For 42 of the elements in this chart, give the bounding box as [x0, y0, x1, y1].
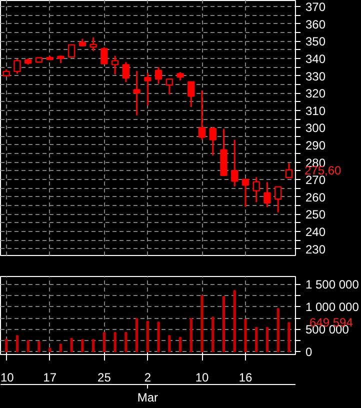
y-tick-label: 290 [306, 138, 326, 152]
candlestick [154, 66, 162, 84]
y-tick-label: 360 [306, 17, 326, 32]
y-tick-label: 1 000 000 [306, 300, 360, 314]
candlestick [252, 176, 260, 203]
y-tick-label: 1 500 000 [306, 277, 360, 292]
x-tick-label: 25 [98, 370, 112, 384]
y-tick-label: 250 [306, 208, 326, 222]
candlestick [285, 162, 293, 178]
y-tick-label: 230 [306, 242, 326, 256]
candlestick [209, 126, 216, 156]
y-tick-label: 260 [306, 190, 326, 204]
y-tick-label: 340 [306, 52, 326, 66]
candlestick [264, 181, 271, 208]
candlestick [274, 186, 282, 214]
x-tick-label: 10 [195, 370, 210, 384]
y-tick-label: 240 [306, 224, 326, 239]
y-tick-label: 0 [306, 344, 312, 359]
candlestick [144, 72, 152, 106]
candlestick [111, 54, 119, 76]
x-tick-label: 16 [238, 370, 252, 384]
candlestick [198, 90, 206, 141]
candlestick [133, 70, 140, 116]
candlestick [68, 44, 76, 58]
candlestick [166, 78, 173, 96]
candlestick [14, 58, 21, 74]
x-tick-label: 10 [0, 370, 14, 384]
candlestick [90, 36, 97, 52]
x-tick-label: 17 [43, 370, 57, 384]
y-tick-label: 320 [306, 86, 326, 101]
annotation: Mar [137, 390, 158, 404]
y-tick-label: 370 [306, 0, 326, 14]
candlestick [242, 178, 250, 208]
y-tick-label: 310 [306, 104, 326, 118]
candlestick [231, 139, 238, 188]
x-tick-label: 2 [144, 370, 152, 384]
candlestick [100, 46, 108, 65]
y-tick-label: 350 [306, 34, 326, 49]
y-tick-label: 330 [306, 69, 326, 84]
y-tick-label: 300 [306, 121, 326, 136]
candlestick [188, 81, 195, 108]
candlestick [122, 61, 130, 83]
